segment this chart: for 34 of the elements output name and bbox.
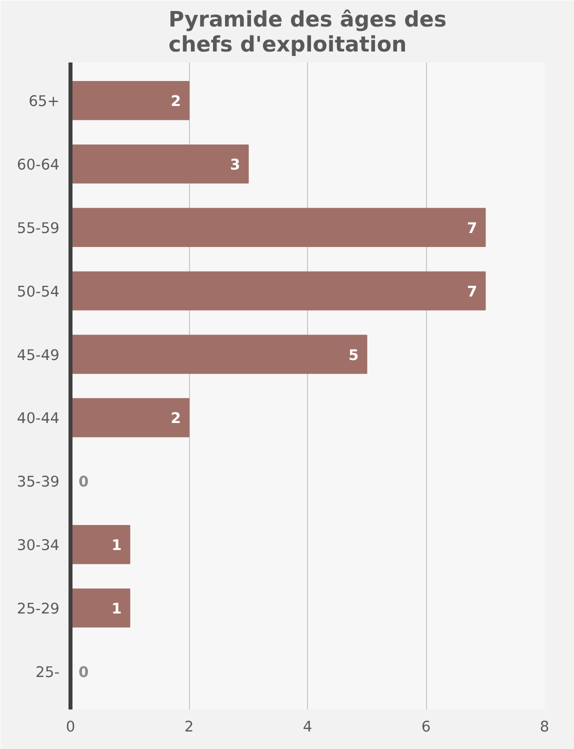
bar xyxy=(70,525,130,564)
y-tick-label: 35-39 xyxy=(16,474,60,491)
y-tick-label: 25-29 xyxy=(16,600,60,618)
bar xyxy=(70,271,486,310)
bar xyxy=(70,208,486,247)
bar xyxy=(70,398,190,438)
y-tick-label: 30-34 xyxy=(16,537,60,554)
bar xyxy=(70,81,190,120)
x-tick-label: 2 xyxy=(184,718,194,736)
bar xyxy=(70,588,130,628)
data-label: 7 xyxy=(467,220,478,237)
x-tick-label: 8 xyxy=(540,718,550,736)
x-tick-label: 4 xyxy=(302,718,312,736)
data-label: 1 xyxy=(112,600,122,618)
y-tick-label: 50-54 xyxy=(16,283,60,300)
x-tick-label: 6 xyxy=(421,718,431,736)
bar xyxy=(70,144,249,184)
data-label: 1 xyxy=(112,537,122,554)
data-label: 0 xyxy=(78,474,89,491)
y-tick-label: 45-49 xyxy=(16,346,60,364)
data-label: 5 xyxy=(348,346,359,364)
y-tick-label: 65+ xyxy=(28,93,60,110)
y-tick-label: 25- xyxy=(36,664,60,681)
x-tick-label: 0 xyxy=(66,718,76,736)
y-tick-label: 55-59 xyxy=(16,220,60,237)
data-label: 2 xyxy=(170,93,182,110)
data-label: 2 xyxy=(170,410,182,428)
y-tick-label: 40-44 xyxy=(16,410,60,428)
data-label: 3 xyxy=(230,156,240,174)
chart-title: Pyramide des âges des chefs d'exploitation xyxy=(168,8,447,58)
y-tick-label: 60-64 xyxy=(16,156,60,174)
data-label: 7 xyxy=(467,283,478,300)
data-label: 0 xyxy=(78,664,89,681)
bar xyxy=(70,334,368,374)
